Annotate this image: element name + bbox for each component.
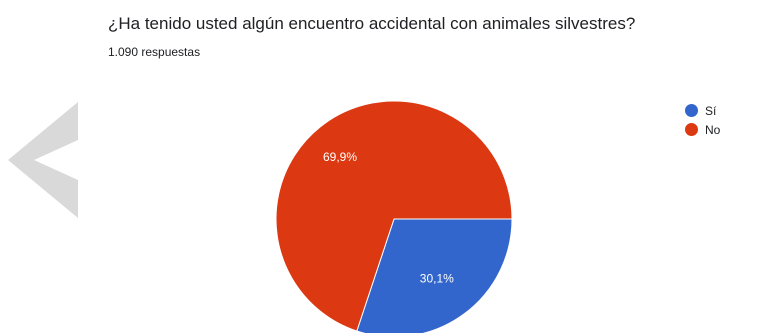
legend-item-no: No [685, 120, 720, 139]
chevron-left-icon [8, 102, 78, 218]
legend-item-si: Sí [685, 101, 720, 120]
legend-label-no: No [705, 122, 721, 137]
chart-title: ¿Ha tenido usted algún encuentro acciden… [108, 14, 636, 33]
legend-swatch-no [685, 123, 698, 136]
pie-label-no: 69,9% [323, 150, 357, 164]
legend-swatch-si [685, 104, 698, 117]
response-count: 1.090 respuestas [108, 45, 201, 59]
pie-label-s: 30,1% [420, 271, 454, 285]
pie-slice-no [275, 100, 513, 332]
pie-slice-s [356, 218, 513, 333]
legend-label-si: Sí [705, 103, 717, 118]
legend: Sí No [685, 101, 720, 139]
